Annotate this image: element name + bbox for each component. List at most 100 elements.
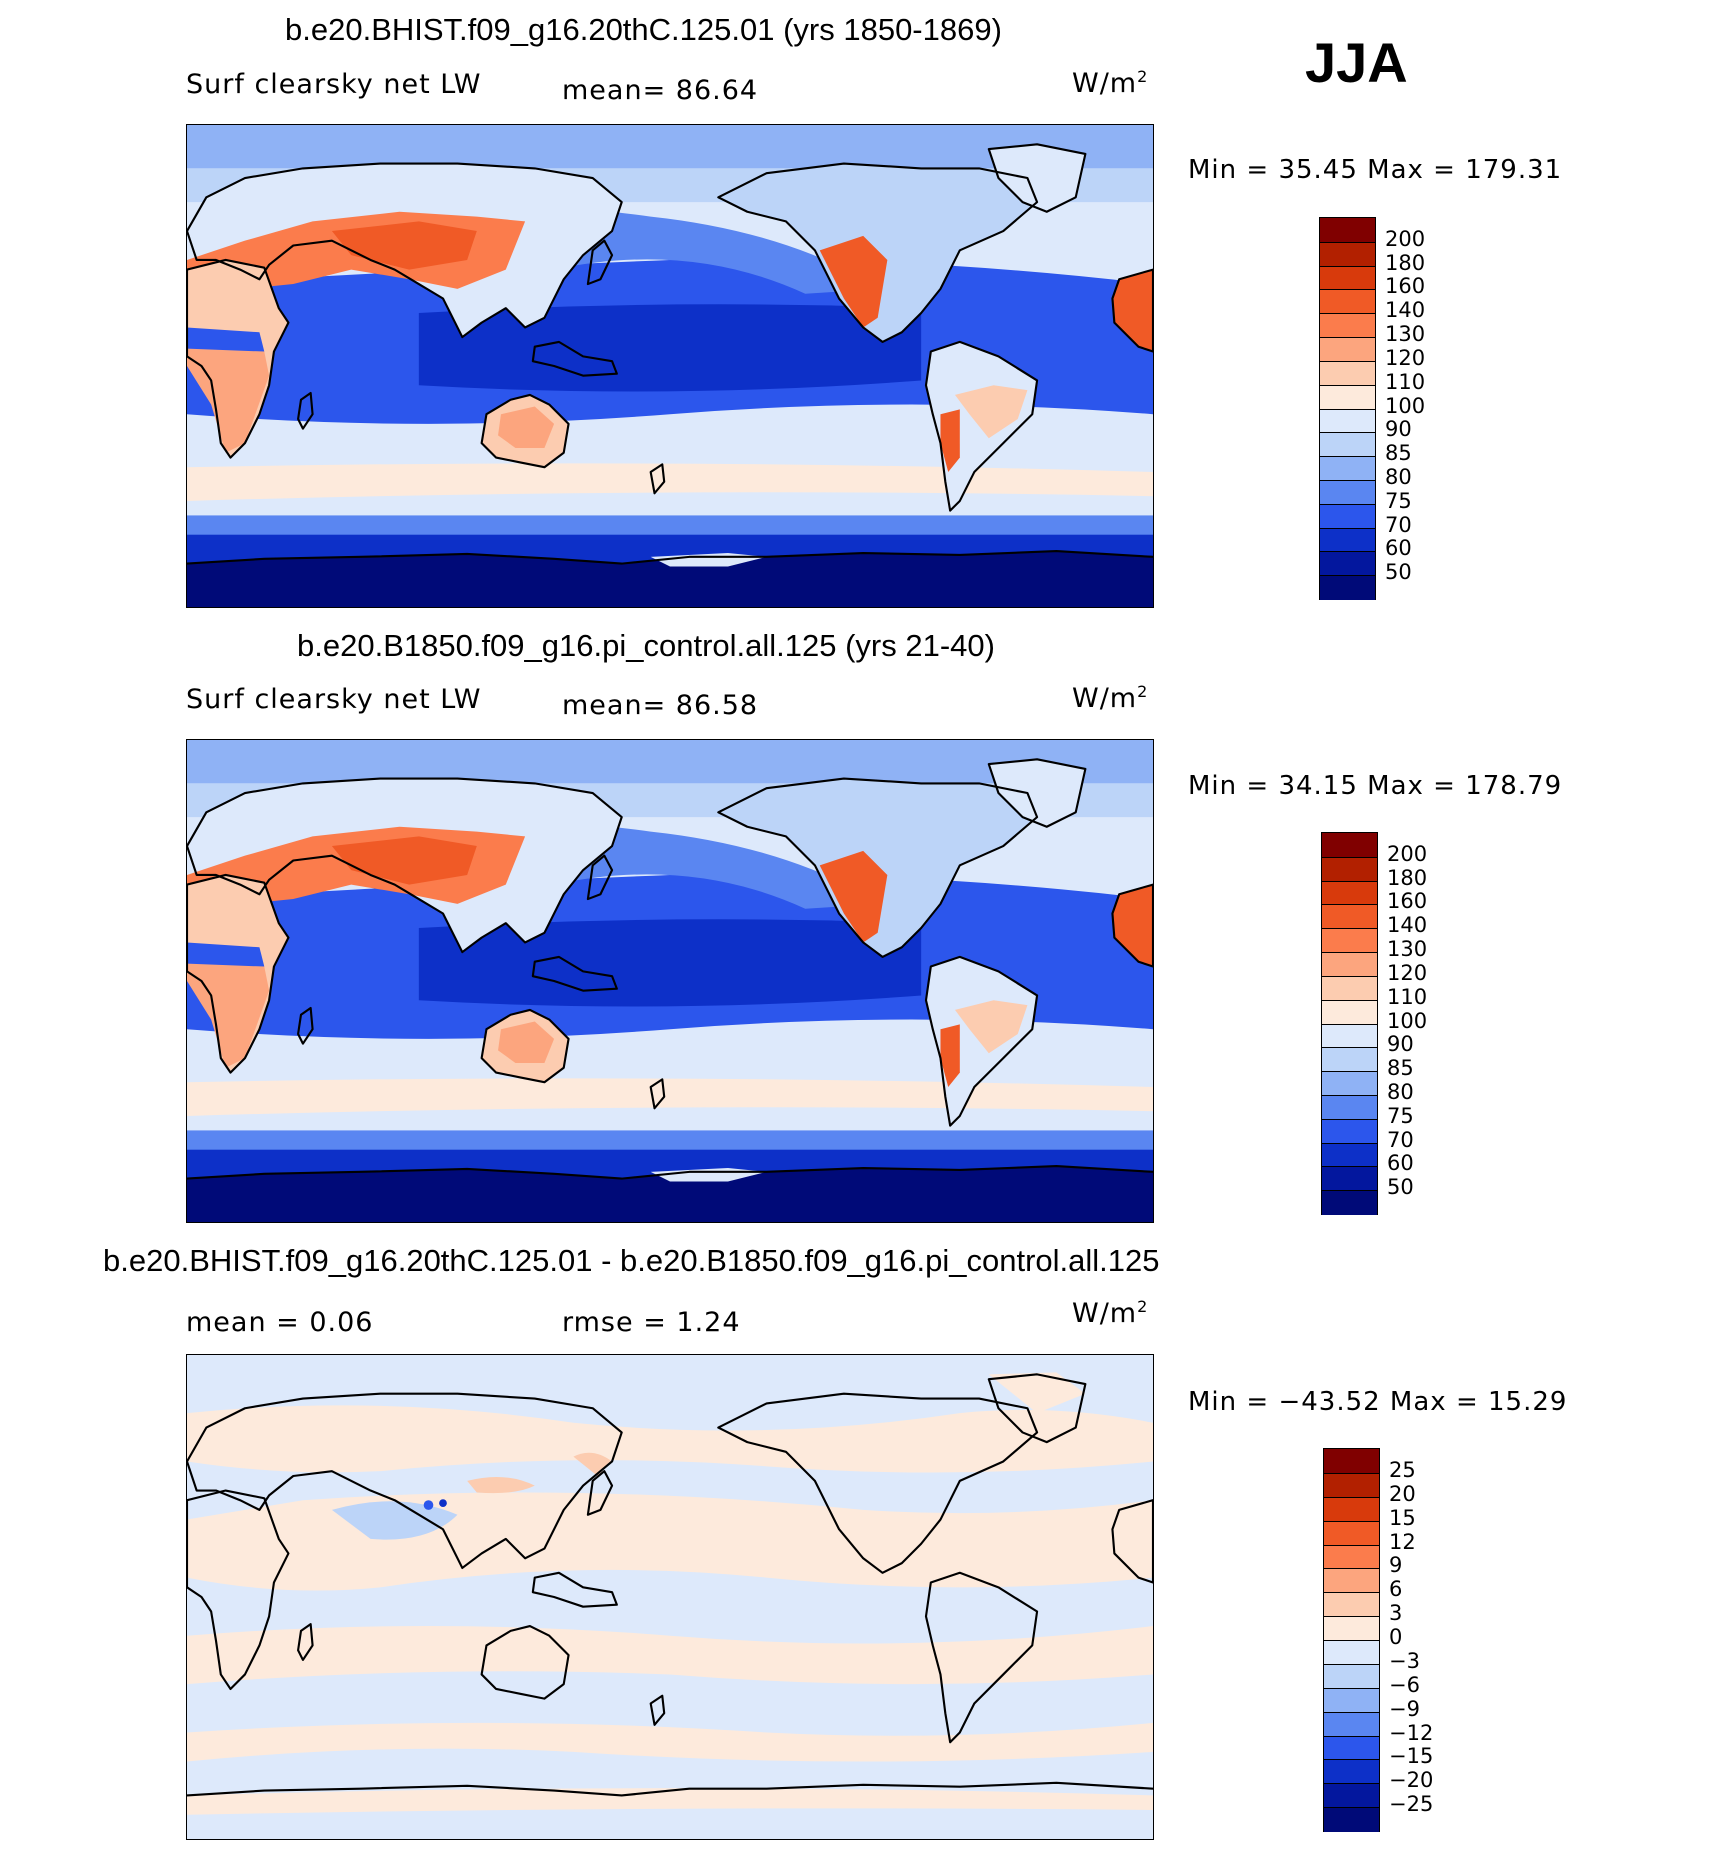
colorbar-swatch [1322,1023,1377,1048]
colorbar-tick-label: 60 [1387,1151,1414,1176]
colorbar-tick-label: 80 [1385,464,1412,489]
colorbar-tick-label: −20 [1389,1768,1434,1793]
colorbar-swatch [1320,575,1375,600]
panel2-title: b.e20.B1850.f09_g16.pi_control.all.125 (… [297,628,995,663]
colorbar-tick-label: 50 [1387,1175,1414,1200]
coastlines [187,758,1153,1180]
colorbar-tick-label: 85 [1387,1056,1414,1081]
colorbar-swatch [1322,856,1377,882]
colorbar-tick-label: 180 [1387,865,1428,890]
colorbar-swatch [1324,1616,1379,1641]
colorbar-tick-label: 15 [1389,1505,1416,1530]
colorbar-tick-label: 160 [1387,889,1428,914]
panel2-mean: mean= 86.58 [562,690,759,721]
colorbar-tick-label: 0 [1389,1625,1403,1649]
colorbar-tick-label: 100 [1385,393,1426,418]
map-canvas [187,740,1153,1222]
colorbar-swatch [1324,1568,1379,1593]
colorbar-swatch [1320,384,1375,409]
colorbar-swatch [1322,1047,1377,1072]
colorbar-tick-label: 50 [1385,560,1412,585]
colorbar-tick-label: 90 [1387,1032,1414,1057]
panel2-map [186,739,1154,1223]
colorbar-swatch [1322,1094,1377,1120]
panel2-minmax: Min = 34.15 Max = 178.79 [1188,771,1563,801]
colorbar-swatch [1322,975,1377,1001]
colorbar-tick-label: −6 [1389,1672,1420,1697]
colorbar-tick-label: 180 [1385,250,1426,275]
colorbar-tick-label: 9 [1389,1553,1403,1578]
panel2-colorbar [1321,832,1378,1215]
colorbar-swatch [1320,218,1375,243]
colorbar-swatch [1322,904,1377,929]
colorbar-tick-label: 90 [1385,417,1412,442]
colorbar-swatch [1322,1190,1377,1215]
colorbar-swatch [1320,551,1375,576]
colorbar-tick-label: −25 [1389,1792,1434,1817]
colorbar-swatch [1324,1496,1379,1522]
colorbar-tick-label: 70 [1387,1127,1414,1152]
colorbar-swatch [1320,503,1375,529]
colorbar-swatch [1324,1759,1379,1784]
colorbar-swatch [1320,360,1375,386]
panel1-units: W/m2 [1072,67,1149,99]
colorbar-swatch [1322,928,1377,953]
colorbar-tick-label: −3 [1389,1648,1420,1673]
colorbar-tick-label: 110 [1385,369,1426,394]
colorbar-tick-label: 120 [1387,960,1428,985]
colorbar-swatch [1324,1687,1379,1713]
panel2-variable: Surf clearsky net LW [186,684,482,715]
colorbar-tick-label: 110 [1387,984,1428,1009]
colorbar-swatch [1320,337,1375,362]
colorbar-swatch [1322,1071,1377,1096]
colorbar-swatch [1324,1783,1379,1808]
panel1-map [186,124,1154,608]
contour-fill [187,125,1153,607]
colorbar-tick-label: 160 [1385,274,1426,299]
panel1-colorbar [1319,217,1376,600]
colorbar-tick-label: −15 [1389,1744,1434,1769]
colorbar-swatch [1320,265,1375,290]
colorbar-tick-label: 3 [1389,1601,1403,1626]
colorbar-tick-label: 12 [1389,1529,1416,1554]
colorbar-tick-label: 25 [1389,1457,1416,1482]
colorbar-tick-label: 6 [1389,1577,1403,1602]
colorbar-tick-label: 120 [1385,345,1426,370]
contour-fill [187,740,1153,1222]
colorbar-tick-label: 85 [1385,441,1412,466]
coastlines [187,1373,1153,1797]
colorbar-tick-label: 60 [1385,536,1412,561]
colorbar-swatch [1320,432,1375,457]
colorbar-tick-label: 80 [1387,1079,1414,1104]
colorbar-swatch [1322,1118,1377,1144]
colorbar-tick-label: 100 [1387,1008,1428,1033]
panel3-units: W/m2 [1072,1297,1149,1329]
colorbar-tick-label: 200 [1385,226,1426,251]
colorbar-tick-label: 75 [1385,488,1412,513]
coastlines [187,143,1153,565]
colorbar-swatch [1322,999,1377,1024]
colorbar-swatch [1320,456,1375,481]
colorbar-swatch [1324,1711,1379,1736]
colorbar-tick-label: 140 [1385,298,1426,323]
panel3-title: b.e20.BHIST.f09_g16.20thC.125.01 - b.e20… [103,1243,1160,1278]
colorbar-swatch [1320,527,1375,552]
colorbar-swatch [1324,1640,1379,1665]
colorbar-swatch [1322,880,1377,905]
panel1-minmax: Min = 35.45 Max = 179.31 [1188,155,1563,185]
colorbar-tick-label: 70 [1385,512,1412,537]
colorbar-swatch [1324,1735,1379,1760]
colorbar-tick-label: −9 [1389,1696,1420,1721]
colorbar-swatch [1320,241,1375,267]
colorbar-swatch [1324,1544,1379,1569]
colorbar-swatch [1324,1472,1379,1498]
contour-fill [187,1355,1153,1839]
colorbar-swatch [1322,833,1377,858]
colorbar-swatch [1320,313,1375,338]
colorbar-swatch [1320,408,1375,433]
panel1-title: b.e20.BHIST.f09_g16.20thC.125.01 (yrs 18… [285,12,1002,47]
colorbar-swatch [1320,479,1375,505]
colorbar-tick-label: 130 [1387,937,1428,962]
panel2-units: W/m2 [1072,682,1149,714]
panel3-map [186,1354,1154,1840]
